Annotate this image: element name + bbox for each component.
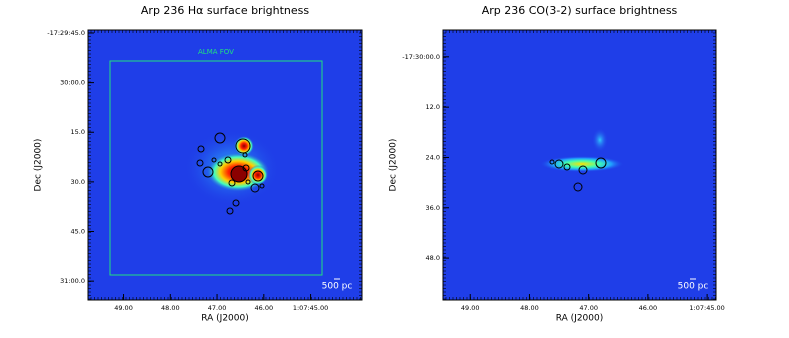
x-tick-label: 47.00 bbox=[208, 304, 227, 312]
x-tick-label: 47.00 bbox=[579, 304, 598, 312]
x-tick-label: 48.00 bbox=[520, 304, 539, 312]
region-circles bbox=[549, 157, 607, 192]
y-tick-label: 30.0 bbox=[71, 178, 85, 186]
frame bbox=[87, 29, 363, 301]
x-axis-label: RA (J2000) bbox=[201, 314, 249, 324]
region-circles bbox=[196, 132, 265, 215]
y-axis-label: Dec (J2000) bbox=[389, 139, 399, 192]
y-tick-label: 48.0 bbox=[426, 254, 440, 262]
annotation: ALMA FOV bbox=[198, 48, 234, 56]
emission-halo bbox=[592, 128, 608, 152]
frame bbox=[442, 29, 717, 301]
panel-title: Arp 236 CO(3-2) surface brightness bbox=[482, 4, 678, 17]
x-tick-label: 48.00 bbox=[161, 304, 180, 312]
alma-fov-box bbox=[109, 60, 323, 276]
x-tick-label: 46.00 bbox=[639, 304, 658, 312]
y-tick-label: 12.0 bbox=[426, 103, 440, 111]
emission-knot bbox=[248, 165, 268, 185]
y-tick-label: -17:30:00.0 bbox=[402, 53, 440, 61]
x-tick-label: 1:07:45.00 bbox=[689, 304, 724, 312]
x-tick-label: 49.00 bbox=[461, 304, 480, 312]
x-axis-label: RA (J2000) bbox=[556, 314, 604, 324]
y-tick-label: 15.0 bbox=[71, 128, 85, 136]
annotation: 500 pc bbox=[678, 282, 709, 292]
panel-title: Arp 236 Hα surface brightness bbox=[141, 4, 309, 17]
annotation: 500 pc bbox=[322, 282, 353, 292]
x-tick-label: 1:07:45.00 bbox=[293, 304, 328, 312]
y-tick-label: -17:29:45.0 bbox=[47, 29, 85, 37]
y-axis-label: Dec (J2000) bbox=[34, 139, 44, 192]
y-tick-label: 30:00.0 bbox=[60, 79, 85, 87]
y-tick-label: 31:00.0 bbox=[60, 277, 85, 285]
y-tick-label: 36.0 bbox=[426, 204, 440, 212]
emission-knot bbox=[234, 136, 254, 156]
x-tick-label: 46.00 bbox=[255, 304, 274, 312]
x-tick-label: 49.00 bbox=[114, 304, 133, 312]
y-tick-label: 24.0 bbox=[426, 153, 440, 161]
y-tick-label: 45.0 bbox=[71, 228, 85, 236]
